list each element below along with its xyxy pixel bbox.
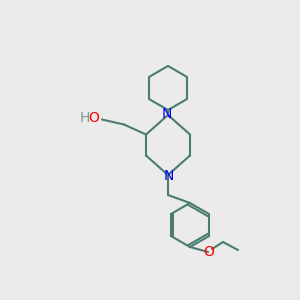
Text: N: N <box>164 169 174 183</box>
Text: N: N <box>162 107 172 121</box>
Text: O: O <box>88 110 99 124</box>
Text: O: O <box>204 245 214 259</box>
Text: H: H <box>80 110 90 124</box>
